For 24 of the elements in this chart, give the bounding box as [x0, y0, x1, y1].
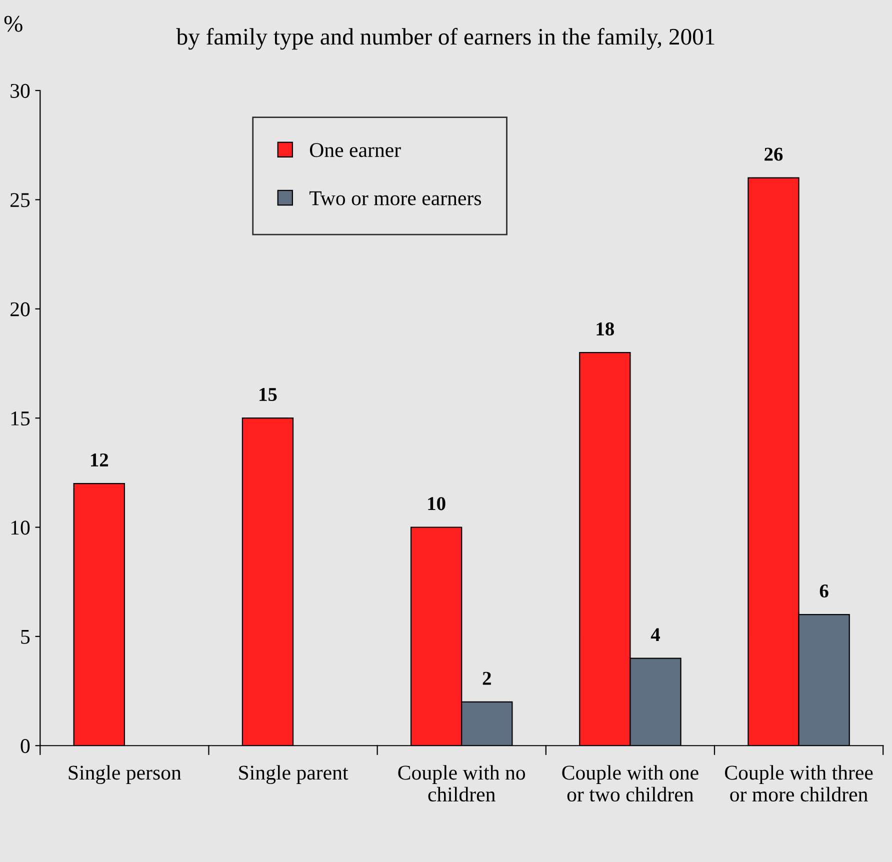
x-tick-label: Couple with three or more children [725, 765, 873, 802]
x-tick-label: Couple with no children [398, 765, 526, 802]
y-tick-label: 0 [20, 739, 30, 754]
data-label: 26 [764, 148, 783, 161]
x-tick-label: Single person [68, 765, 182, 784]
legend-label: Two or more earners [309, 191, 482, 206]
legend-label: One earner [310, 143, 401, 158]
y-axis-title: % [4, 16, 22, 32]
data-label: 15 [260, 388, 277, 402]
y-tick-label: 10 [11, 520, 30, 535]
y-tick-label: 5 [21, 630, 30, 644]
data-label: 10 [428, 497, 446, 510]
data-label: 4 [650, 628, 660, 642]
data-label: 6 [820, 584, 828, 598]
y-tick-label: 15 [11, 412, 30, 426]
data-label: 18 [596, 322, 614, 336]
data-label: 12 [90, 453, 108, 466]
chart-title: by family type and number of earners in the family, 2001 [176, 28, 714, 50]
data-label: 2 [482, 672, 491, 685]
y-tick-label: 20 [10, 302, 30, 316]
x-tick-label: Couple with one or two children [562, 765, 698, 802]
y-tick-label: 25 [10, 193, 30, 208]
x-tick-label: Single parent [239, 765, 348, 784]
y-tick-label: 30 [10, 84, 30, 98]
